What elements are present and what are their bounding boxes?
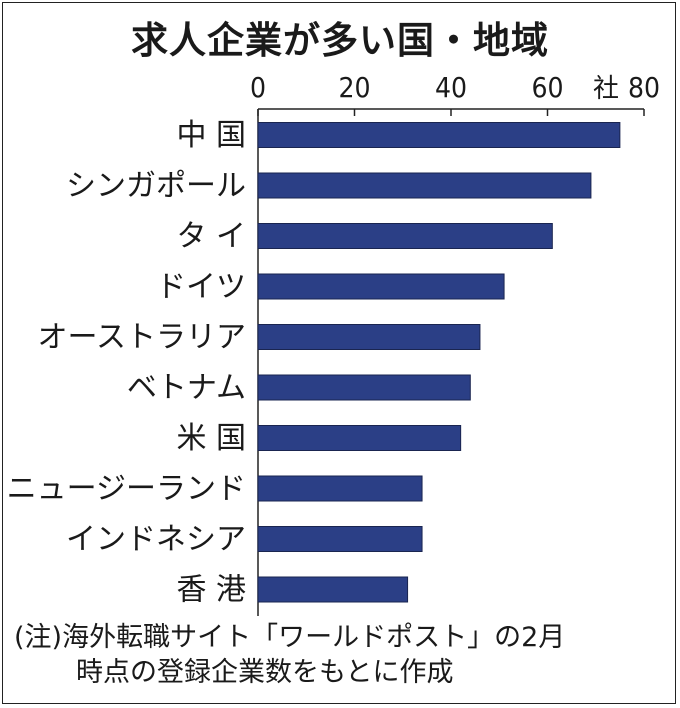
bar: [257, 223, 553, 249]
footnote: (注)海外転職サイト「ワールドポスト」の2月 時点の登録企業数をもとに作成: [14, 620, 565, 690]
bar: [257, 374, 471, 401]
category-label: インドネシア: [66, 522, 246, 557]
bar: [257, 172, 592, 199]
category-label: 香 港: [176, 573, 246, 608]
bar: [257, 122, 621, 148]
x-tick-label: 60: [531, 71, 563, 104]
category-label: 中 国: [176, 118, 246, 153]
bar: [257, 425, 462, 451]
x-tick-label: 40: [435, 71, 467, 104]
category-label: ベトナム: [127, 371, 246, 406]
footnote-line-1: (注)海外転職サイト「ワールドポスト」の2月: [14, 622, 566, 653]
x-tick-label: 20: [338, 71, 370, 104]
x-tick-label: 80: [628, 71, 660, 104]
category-label: ニュージーランド: [7, 472, 246, 507]
category-label: シンガポール: [66, 169, 246, 204]
footnote-line-2: 時点の登録企業数をもとに作成: [76, 657, 454, 688]
bar: [257, 526, 423, 552]
category-label: オーストラリア: [38, 320, 247, 355]
bar: [257, 324, 481, 350]
category-label: 米 国: [176, 421, 246, 456]
chart-title: 求人企業が多い国・地域: [131, 19, 549, 62]
category-label: タ イ: [176, 219, 246, 254]
x-tick-label: 0: [250, 71, 266, 104]
bar: [257, 475, 423, 502]
bar: [257, 273, 505, 300]
category-label: ドイツ: [156, 270, 246, 305]
x-axis-unit: 社: [593, 74, 619, 104]
bar: [257, 576, 409, 603]
